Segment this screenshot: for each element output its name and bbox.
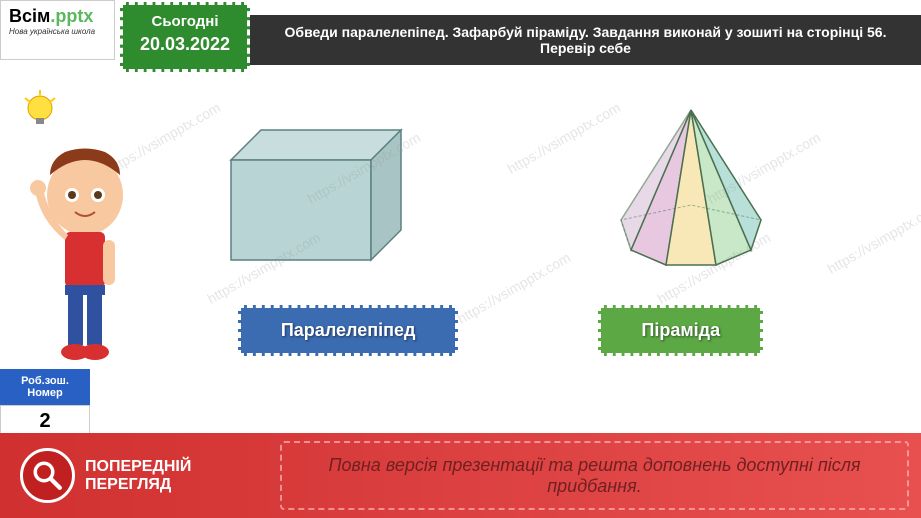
logo-subtitle: Нова українська школа — [9, 27, 106, 36]
logo-main: Всім.pptx — [9, 6, 106, 27]
title-text: Обведи паралелепіпед. Зафарбуй піраміду.… — [270, 24, 901, 56]
pyramid-shape — [581, 110, 801, 280]
magnify-icon — [20, 448, 75, 503]
pyramid-label: Піраміда — [598, 305, 763, 356]
banner-text: Повна версія презентації та решта доповн… — [282, 455, 907, 497]
logo-text-accent: .pptx — [50, 6, 93, 26]
banner-text-area: Повна версія презентації та решта доповн… — [280, 441, 909, 510]
lightbulb-icon — [20, 90, 60, 130]
sidebar-badges: Роб.зош. Номер 2 — [0, 369, 90, 438]
date-value: 20.03.2022 — [128, 34, 242, 55]
date-label: Сьогодні — [128, 13, 242, 30]
header: Всім.pptx Нова українська школа Сьогодні… — [0, 0, 921, 80]
preview-badge: ПОПЕРЕДНІЙ ПЕРЕГЛЯД — [20, 448, 191, 503]
workbook-label: Роб.зош. — [6, 375, 84, 387]
main-area: https://vsimpptx.com https://vsimpptx.co… — [0, 80, 921, 400]
logo-text-main: Всім — [9, 6, 50, 26]
bottom-banner: ПОПЕРЕДНІЙ ПЕРЕГЛЯД Повна версія презент… — [0, 433, 921, 518]
preview-text: ПОПЕРЕДНІЙ ПЕРЕГЛЯД — [85, 458, 191, 493]
boy-character — [10, 140, 160, 380]
date-badge: Сьогодні 20.03.2022 — [120, 2, 250, 72]
preview-line2: ПЕРЕГЛЯД — [85, 476, 191, 494]
preview-line1: ПОПЕРЕДНІЙ — [85, 458, 191, 476]
number-label: Номер — [6, 387, 84, 399]
parallelepiped-shape — [201, 110, 421, 280]
parallelepiped-label: Паралелепіпед — [238, 305, 459, 356]
workbook-badge: Роб.зош. Номер — [0, 369, 90, 405]
title-bar: Обведи паралелепіпед. Зафарбуй піраміду.… — [250, 15, 921, 65]
shapes-row — [80, 80, 921, 280]
labels-row: Паралелепіпед Піраміда — [80, 305, 921, 356]
logo-box: Всім.pptx Нова українська школа — [0, 0, 115, 60]
